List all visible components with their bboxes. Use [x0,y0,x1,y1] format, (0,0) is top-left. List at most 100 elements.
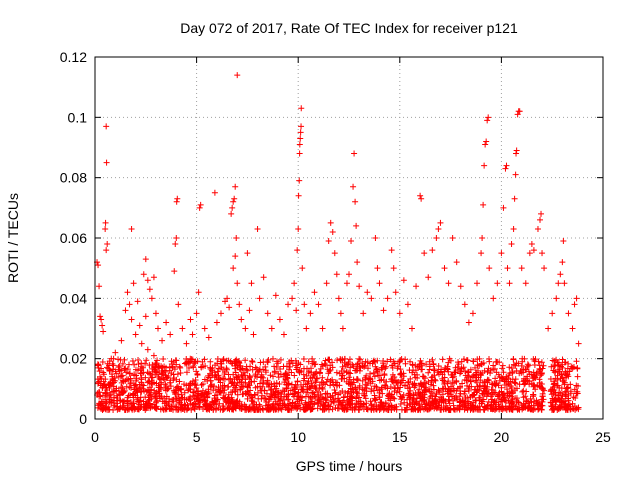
data-point [150,352,157,359]
data-point [280,331,287,338]
data-point [108,355,115,362]
data-point [305,402,312,409]
data-point [345,388,352,395]
data-point [132,366,139,373]
data-point [189,389,196,396]
data-point [176,363,183,370]
data-point [554,382,561,389]
data-point [217,406,224,413]
data-point [575,340,582,347]
data-point [163,319,170,326]
data-point [299,394,306,401]
data-point [467,378,474,385]
data-point [402,406,409,413]
data-point [547,375,554,382]
data-point [484,117,491,124]
data-points [94,72,582,413]
data-point [263,390,270,397]
data-point [396,358,403,365]
data-point [97,313,104,320]
data-point [297,129,304,136]
data-point [207,358,214,365]
data-point [379,390,386,397]
data-point [371,373,378,380]
y-axis-label: ROTI / TECUs [5,193,21,283]
data-point [430,367,437,374]
data-point [432,403,439,410]
data-point [295,192,302,199]
data-point [208,367,215,374]
data-point [251,391,258,398]
data-point [481,162,488,169]
data-point [98,365,105,372]
data-point [436,396,443,403]
data-point [557,271,564,278]
data-point [465,404,472,411]
data-point [480,201,487,208]
data-point [349,406,356,413]
data-point [402,382,409,389]
data-point [368,386,375,393]
data-point [391,374,398,381]
data-point [163,375,170,382]
data-point [226,304,233,311]
data-point [229,379,236,386]
data-point [229,397,236,404]
data-point [559,375,566,382]
data-point [166,364,173,371]
data-point [400,373,407,380]
data-point [526,381,533,388]
data-point [425,369,432,376]
data-point [384,295,391,302]
data-point [373,365,380,372]
data-point [286,400,293,407]
data-point [220,355,227,362]
data-point [563,372,570,379]
data-point [462,367,469,374]
data-point [282,377,289,384]
data-point [130,280,137,287]
data-point [391,395,398,402]
data-point [406,400,413,407]
data-point [102,396,109,403]
data-point [360,310,367,317]
data-point [294,398,301,405]
data-point [126,384,133,391]
data-point [397,393,404,400]
data-point [329,228,336,235]
data-point [122,307,129,314]
data-point [386,390,393,397]
data-point [524,361,531,368]
data-point [551,380,558,387]
data-point [201,325,208,332]
data-point [207,366,214,373]
data-point [239,374,246,381]
data-point [146,402,153,409]
data-point [516,381,523,388]
data-point [422,405,429,412]
data-point [341,375,348,382]
data-point [552,396,559,403]
data-point [534,225,541,232]
data-point [385,395,392,402]
data-point [548,363,555,370]
data-point [461,388,468,395]
data-point [193,310,200,317]
data-point [259,392,266,399]
data-point [154,325,161,332]
data-point [521,403,528,410]
data-point [232,401,239,408]
data-point [528,399,535,406]
data-point [505,372,512,379]
data-point [192,400,199,407]
data-point [327,219,334,226]
data-point [444,380,451,387]
data-point [293,383,300,390]
data-point [124,397,131,404]
data-point [192,376,199,383]
data-point [499,375,506,382]
data-point [188,406,195,413]
data-point [538,406,545,413]
data-point [106,362,113,369]
data-point [494,280,501,287]
